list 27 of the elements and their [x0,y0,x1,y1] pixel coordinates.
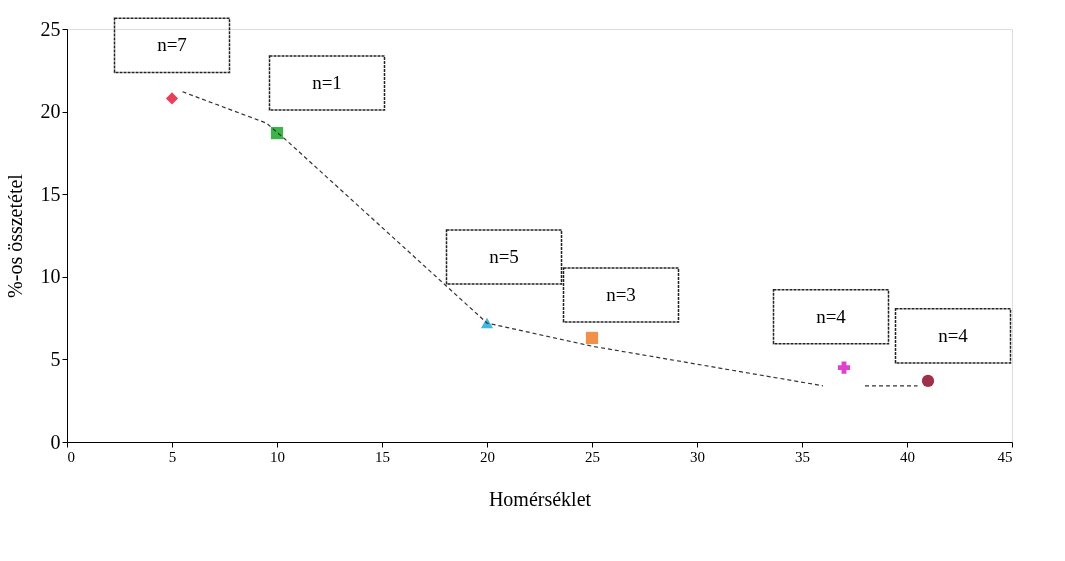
y-tick-label: 15 [40,182,61,205]
point [837,361,851,374]
annotation: n=7 [157,34,187,56]
annotation: n=4 [816,305,847,327]
x-tick-label: 35 [795,448,810,465]
point [921,374,935,387]
point [585,331,599,345]
y-tick-label: 10 [40,265,61,288]
x-tick-label: 40 [900,448,915,465]
annotation: n=1 [312,72,342,94]
annotation: n=3 [606,283,636,305]
point [165,92,179,105]
x-tick-label: 0 [67,448,75,465]
x-tick-label: 25 [585,448,600,465]
y-tick-label: 20 [40,100,61,123]
x-tick-label: 15 [375,448,390,465]
x-tick-label: 10 [270,448,285,465]
y-axis-title: %-os összetétel [3,173,26,298]
y-tick-label: 25 [40,17,61,40]
x-tick-label: 45 [997,448,1013,465]
x-tick-label: 5 [168,448,177,465]
annotation: n=5 [489,246,519,268]
x-axis-title: Homérséklet [488,487,592,510]
x-tick-label: 20 [480,448,495,465]
annotation: n=4 [938,324,969,346]
x-tick-label: 30 [690,448,705,465]
y-tick-label: 5 [50,347,61,370]
